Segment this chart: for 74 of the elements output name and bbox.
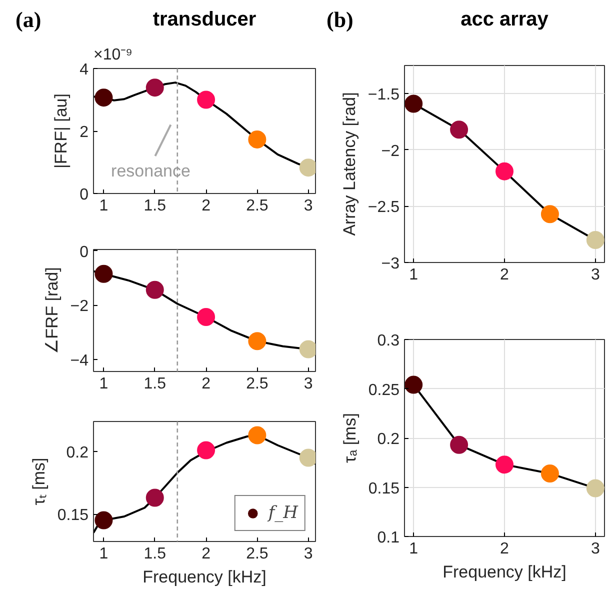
x-tick-label: 1.5 — [144, 376, 166, 392]
x-tick-label: 2 — [202, 376, 211, 392]
x-axis-title: Frequency [kHz] — [442, 562, 566, 582]
y-tick-label: 0.2 — [66, 444, 89, 462]
point — [496, 456, 514, 474]
ref-line-label: resonance — [111, 162, 190, 180]
legend-label: f_H — [268, 503, 298, 523]
point — [94, 264, 113, 283]
text: ×10⁻⁹ — [94, 46, 132, 64]
x-tick-label: 1 — [99, 546, 108, 562]
x-tick-label: 3 — [304, 198, 313, 214]
point — [197, 441, 216, 460]
y-tick-label: 0 — [80, 186, 89, 204]
y-tick-label: −1.5 — [368, 86, 400, 104]
point — [248, 130, 266, 148]
y-tick-label: −4 — [70, 352, 89, 370]
point — [94, 511, 113, 530]
x-tick-label: 1.5 — [144, 198, 166, 214]
point — [248, 426, 266, 444]
x-tick-label: 3 — [304, 376, 313, 392]
x-tick-label: 2.5 — [246, 376, 268, 392]
point — [146, 280, 164, 299]
point — [586, 479, 604, 498]
x-tick-label: 1 — [409, 266, 418, 284]
y-tick-label: 4 — [80, 62, 89, 78]
x-axis-title: Frequency [kHz] — [142, 568, 266, 586]
y-axis-title: |FRF| [au] — [52, 94, 71, 168]
y-tick-label: −3 — [381, 256, 400, 272]
x-tick-label: 2 — [202, 198, 211, 214]
point — [586, 231, 604, 249]
y-tick-label: −2 — [70, 298, 89, 316]
y-tick-label: 0.1 — [377, 530, 400, 546]
y-tick-label: 0.3 — [377, 332, 400, 350]
text: (b) — [326, 7, 354, 32]
x-tick-label: 2.5 — [246, 546, 268, 562]
y-tick-label: 0.15 — [368, 480, 400, 498]
point — [146, 78, 164, 97]
chart-title: transducer — [152, 8, 256, 30]
point — [496, 162, 514, 180]
y-tick-label: 0.25 — [368, 382, 400, 399]
point — [197, 308, 216, 326]
x-tick-label: 2 — [202, 546, 211, 562]
y-axis-title: Array Latency [rad] — [340, 92, 359, 236]
x-tick-label: 2.5 — [246, 198, 268, 214]
y-tick-label: 0.15 — [57, 507, 89, 524]
point — [248, 332, 266, 350]
point — [197, 90, 216, 109]
x-tick-label: 3 — [590, 266, 600, 284]
point — [404, 94, 423, 113]
x-tick-label: 2 — [500, 540, 510, 558]
y-axis-title: τₜ [ms] — [29, 458, 48, 506]
point — [94, 88, 113, 107]
y-tick-label: 0.2 — [377, 431, 400, 448]
x-tick-label: 1 — [99, 376, 108, 392]
y-tick-label: 0 — [80, 244, 89, 261]
point — [540, 464, 559, 482]
x-tick-label: 3 — [304, 546, 313, 562]
point — [450, 436, 468, 454]
x-tick-label: 3 — [590, 540, 600, 558]
y-tick-label: −2.5 — [368, 199, 400, 216]
point — [146, 488, 164, 507]
y-tick-label: 2 — [80, 124, 89, 141]
chart-title: acc array — [460, 8, 550, 30]
x-tick-label: 1 — [409, 540, 418, 558]
x-tick-label: 2 — [500, 266, 510, 284]
point — [404, 376, 423, 394]
x-tick-label: 1 — [99, 198, 108, 214]
y-tick-label: −2 — [381, 142, 400, 160]
point — [450, 120, 468, 139]
text: (a) — [16, 7, 42, 32]
y-axis-title: τₐ [ms] — [340, 413, 360, 463]
x-tick-label: 1.5 — [144, 546, 166, 562]
point — [540, 205, 559, 224]
y-axis-title: ∠FRF [rad] — [42, 267, 62, 354]
